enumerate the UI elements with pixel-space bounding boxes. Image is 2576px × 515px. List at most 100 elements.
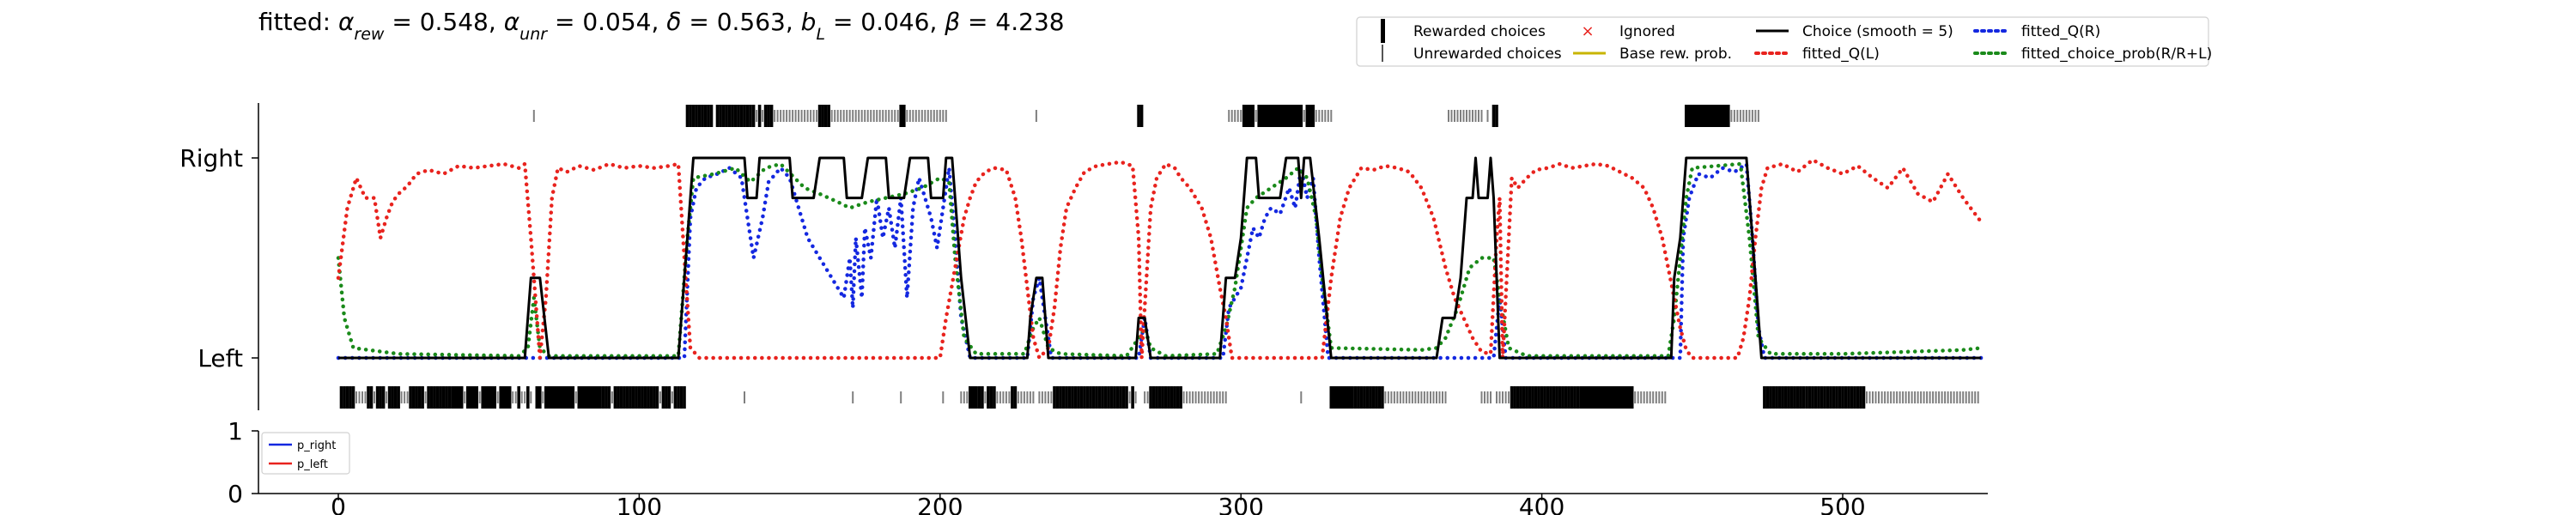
title-part: rew xyxy=(354,25,385,44)
rewarded-left-mark xyxy=(1783,386,1788,409)
rewarded-right-mark xyxy=(1251,105,1255,127)
rewarded-left-mark xyxy=(1615,386,1619,409)
unrewarded-left-mark xyxy=(1216,391,1218,403)
rewarded-left-mark xyxy=(481,386,484,409)
rewarded-right-mark xyxy=(709,105,714,127)
unrewarded-left-mark xyxy=(1634,391,1637,403)
rewarded-left-mark xyxy=(1091,386,1096,409)
rewarded-left-mark xyxy=(1801,386,1806,409)
rewarded-right-mark xyxy=(1687,105,1692,127)
unrewarded-left-mark xyxy=(478,391,481,403)
rewarded-left-mark xyxy=(1155,386,1158,409)
unrewarded-left-mark xyxy=(1496,391,1498,403)
rewarded-left-mark xyxy=(568,386,572,409)
rewarded-right-mark xyxy=(1248,105,1252,127)
unrewarded-left-mark xyxy=(671,391,673,403)
rewarded-left-mark xyxy=(465,386,470,409)
rewarded-left-mark xyxy=(1065,386,1068,409)
unrewarded-left-mark xyxy=(1649,391,1651,403)
title-part: = 0.563, xyxy=(681,8,800,36)
rewarded-left-mark xyxy=(1375,386,1378,409)
rewarded-left-mark xyxy=(493,386,496,409)
unrewarded-right-mark xyxy=(1478,110,1479,122)
rewarded-left-mark xyxy=(1083,386,1086,409)
rewarded-right-mark xyxy=(691,105,696,127)
series-lines xyxy=(336,156,1984,360)
unrewarded-left-mark xyxy=(960,391,963,403)
legend-label: Base rew. prob. xyxy=(1619,45,1732,63)
unrewarded-left-mark xyxy=(744,391,745,403)
rewarded-right-mark xyxy=(1275,105,1279,127)
unrewarded-left-mark xyxy=(1402,391,1405,403)
unrewarded-left-mark xyxy=(1026,391,1029,403)
unrewarded-right-mark xyxy=(1742,110,1745,122)
title-part: β xyxy=(944,8,960,36)
rewarded-right-mark xyxy=(719,105,722,127)
legend-label: Unrewarded choices xyxy=(1413,45,1562,63)
rewarded-left-mark xyxy=(619,386,623,409)
unrewarded-left-mark xyxy=(1661,391,1663,403)
unrewarded-left-mark xyxy=(355,391,357,403)
rewarded-left-mark xyxy=(379,386,382,409)
rewarded-left-mark xyxy=(1606,386,1610,409)
rewarded-left-mark xyxy=(629,386,632,409)
unrewarded-left-mark xyxy=(1941,391,1943,403)
unrewarded-left-mark xyxy=(1498,391,1501,403)
rewarded-left-mark xyxy=(1115,386,1120,409)
unrewarded-left-mark xyxy=(1923,391,1925,403)
rewarded-right-mark xyxy=(737,105,740,127)
unrewarded-left-mark xyxy=(1950,391,1953,403)
title-part: fitted: xyxy=(258,8,338,36)
rewarded-left-mark xyxy=(469,386,472,409)
unrewarded-left-mark xyxy=(1890,391,1893,403)
rewarded-left-mark xyxy=(592,386,596,409)
rewarded-left-mark xyxy=(1179,386,1182,409)
rewarded-right-mark xyxy=(1263,105,1267,127)
unrewarded-left-mark xyxy=(963,391,965,403)
rewarded-left-mark xyxy=(1167,386,1170,409)
rewarded-right-mark xyxy=(1727,105,1730,127)
rewarded-left-mark xyxy=(1365,386,1370,409)
unrewarded-right-mark xyxy=(882,110,884,122)
rewarded-left-mark xyxy=(1176,386,1180,409)
rewarded-right-mark xyxy=(1711,105,1716,127)
rewarded-left-mark xyxy=(1594,386,1598,409)
rewarded-left-mark xyxy=(1359,386,1364,409)
unrewarded-left-mark xyxy=(1868,391,1871,403)
unrewarded-right-mark xyxy=(896,110,899,122)
choice-marks xyxy=(339,105,1979,409)
rewarded-left-mark xyxy=(1173,386,1176,409)
unrewarded-left-mark xyxy=(424,391,427,403)
rewarded-left-mark xyxy=(1335,386,1340,409)
unrewarded-right-mark xyxy=(876,110,878,122)
rewarded-left-mark xyxy=(1609,386,1613,409)
rewarded-left-mark xyxy=(435,386,440,409)
rewarded-left-mark xyxy=(635,386,638,409)
unrewarded-right-mark xyxy=(774,110,776,122)
rewarded-left-mark xyxy=(1053,386,1056,409)
legend-label-p-left: p_left xyxy=(297,458,328,471)
unrewarded-left-mark xyxy=(1664,391,1667,403)
unrewarded-left-mark xyxy=(524,391,526,403)
unrewarded-left-mark xyxy=(1194,391,1197,403)
rewarded-left-mark xyxy=(1516,386,1520,409)
rewarded-left-mark xyxy=(411,386,416,409)
rewarded-left-mark xyxy=(661,386,665,409)
rewarded-left-mark xyxy=(589,386,593,409)
rewarded-left-mark xyxy=(507,386,512,409)
unrewarded-left-mark xyxy=(966,391,969,403)
rewarded-right-mark xyxy=(1715,105,1718,127)
rewarded-right-mark xyxy=(701,105,704,127)
rewarded-left-mark xyxy=(1769,386,1772,409)
unrewarded-left-mark xyxy=(1047,391,1049,403)
unrewarded-right-mark xyxy=(878,110,881,122)
rewarded-right-mark xyxy=(751,105,756,127)
rewarded-left-mark xyxy=(445,386,448,409)
rewarded-left-mark xyxy=(489,386,494,409)
ytick-label-right: Right xyxy=(179,144,243,173)
ytick-label-1: 1 xyxy=(228,417,243,445)
unrewarded-right-mark xyxy=(806,110,809,122)
rewarded-left-mark xyxy=(1347,386,1352,409)
rewarded-left-mark xyxy=(647,386,650,409)
rewarded-left-mark xyxy=(1525,386,1528,409)
